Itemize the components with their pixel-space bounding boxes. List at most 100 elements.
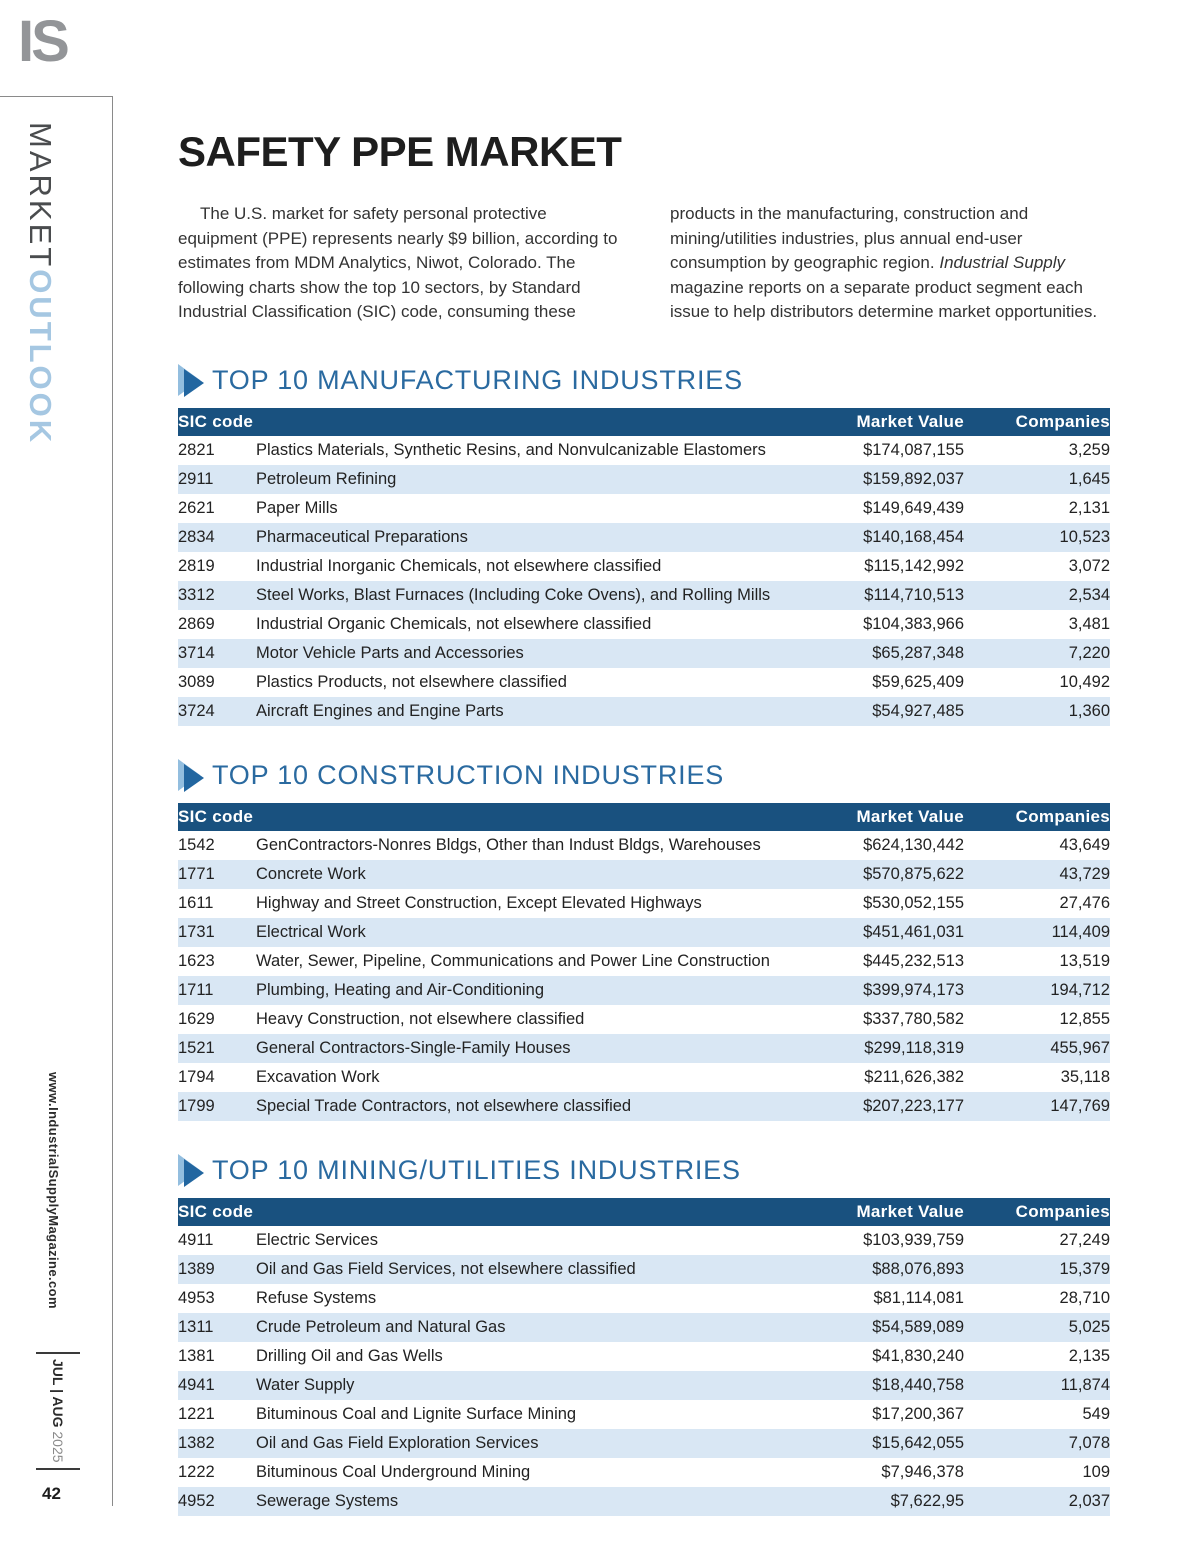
sic-cell: 1311 — [178, 1317, 214, 1336]
issue-year: 2025 — [50, 1427, 66, 1463]
value-cell: $451,461,031 — [863, 922, 964, 941]
section-title: TOP 10 MANUFACTURING INDUSTRIES — [212, 365, 743, 395]
companies-cell: 13,519 — [1059, 951, 1110, 970]
arrow-dark-triangle — [184, 368, 204, 397]
companies-cell: 35,118 — [1060, 1067, 1110, 1086]
table-row: 3089 Plastics Products, not elsewhere cla… — [178, 668, 1110, 697]
intro-column-2: products in the manufacturing, construct… — [670, 202, 1110, 325]
value-cell: $115,142,992 — [864, 556, 964, 575]
market-value-header: Market Value — [788, 407, 964, 436]
companies-cell: 194,712 — [1050, 980, 1110, 999]
intro-col2-post: magazine reports on a separate product s… — [670, 277, 1098, 322]
sic-cell: 1542 — [178, 835, 215, 854]
table-row: 2834 Pharmaceutical Preparations $140,168,… — [178, 522, 1110, 552]
table-row: 1623 Water, Sewer, Pipeline, Communicatio… — [178, 947, 1110, 976]
desc-cell: Electric Services — [256, 1230, 378, 1249]
sic-cell: 1221 — [178, 1404, 215, 1423]
vertical-divider-line — [112, 96, 113, 1506]
value-cell: $337,780,582 — [863, 1009, 964, 1028]
companies-cell: 1,360 — [1068, 701, 1110, 720]
value-cell: $114,710,513 — [864, 585, 964, 604]
companies-cell: 3,481 — [1068, 614, 1110, 633]
desc-cell: Pharmaceutical Preparations — [256, 527, 468, 546]
value-cell: $103,939,759 — [863, 1230, 964, 1249]
sic-cell: 1222 — [178, 1462, 215, 1481]
page-title: SAFETY PPE MARKET — [178, 128, 622, 175]
table-header-row: SIC code Market Value Companies — [178, 1197, 1110, 1226]
industry-table: SIC code Market Value Companies 1542 GenC… — [178, 802, 1110, 1121]
table-row: 1382 Oil and Gas Field Exploration Servic… — [178, 1428, 1110, 1458]
desc-cell: Plastics Materials, Synthetic Resins, an… — [256, 440, 766, 459]
sic-cell: 4911 — [178, 1230, 214, 1249]
value-cell: $7,946,378 — [881, 1462, 964, 1481]
table-row: 3312 Steel Works, Blast Furnaces (Includi… — [178, 580, 1110, 610]
sic-cell: 2869 — [178, 614, 215, 633]
companies-cell: 10,523 — [1059, 527, 1110, 546]
companies-cell: 147,769 — [1050, 1096, 1110, 1115]
industry-table: SIC code Market Value Companies 2821 Plas… — [178, 407, 1110, 726]
table-row: 1629 Heavy Construction, not elsewhere cl… — [178, 1005, 1110, 1034]
market-value-header: Market Value — [788, 802, 964, 831]
value-cell: $211,626,382 — [864, 1067, 964, 1086]
value-cell: $7,622,95 — [890, 1491, 964, 1510]
arrow-right-icon — [178, 758, 210, 794]
value-cell: $59,625,409 — [872, 672, 964, 691]
desc-cell: Industrial Inorganic Chemicals, not else… — [256, 556, 662, 575]
companies-cell: 3,072 — [1068, 556, 1110, 575]
intro-col2-pre: products in the manufacturing, construct… — [670, 204, 1029, 272]
sic-cell: 4941 — [178, 1375, 215, 1394]
companies-cell: 3,259 — [1068, 440, 1110, 459]
desc-cell: Crude Petroleum and Natural Gas — [256, 1317, 506, 1336]
sic-cell: 1794 — [178, 1067, 215, 1086]
sic-cell: 1389 — [178, 1259, 215, 1278]
value-cell: $174,087,155 — [863, 440, 964, 459]
sic-cell: 1711 — [178, 980, 214, 999]
companies-cell: 7,078 — [1068, 1433, 1110, 1452]
sic-cell: 1771 — [178, 864, 215, 883]
desc-cell: Drilling Oil and Gas Wells — [256, 1346, 443, 1365]
table-row: 1381 Drilling Oil and Gas Wells $41,830,24… — [178, 1342, 1110, 1371]
desc-cell: General Contractors-Single-Family Houses — [256, 1038, 571, 1057]
website-url: www.IndustrialSupplyMagazine.com — [46, 1072, 61, 1309]
companies-cell: 549 — [1082, 1404, 1110, 1423]
sic-cell: 1731 — [178, 922, 215, 941]
value-cell: $88,076,893 — [872, 1259, 964, 1278]
sic-cell: 2911 — [178, 469, 214, 488]
desc-cell: Aircraft Engines and Engine Parts — [256, 701, 504, 720]
sic-cell: 4953 — [178, 1288, 215, 1307]
section-header: TOP 10 MINING/UTILITIES INDUSTRIES — [178, 1153, 1110, 1189]
sidebar-section-title: MARKETOUTLOOK — [22, 122, 58, 445]
table-row: 3724 Aircraft Engines and Engine Parts $54… — [178, 696, 1110, 726]
companies-cell: 2,135 — [1068, 1346, 1110, 1365]
companies-cell: 43,729 — [1059, 864, 1110, 883]
sic-cell: 3724 — [178, 701, 215, 720]
value-cell: $54,589,089 — [872, 1317, 964, 1336]
desc-cell: Industrial Organic Chemicals, not elsewh… — [256, 614, 652, 633]
desc-cell: Plastics Products, not elsewhere classif… — [256, 672, 567, 691]
value-cell: $81,114,081 — [873, 1288, 964, 1307]
companies-cell: 114,409 — [1051, 922, 1110, 941]
market-value-header: Market Value — [788, 1197, 964, 1226]
section-header: TOP 10 MANUFACTURING INDUSTRIES — [178, 363, 1110, 399]
table-row: 1222 Bituminous Coal Underground Mining $7… — [178, 1458, 1110, 1487]
value-cell: $299,118,319 — [864, 1038, 964, 1057]
desc-cell: Water Supply — [256, 1375, 355, 1394]
companies-cell: 27,249 — [1059, 1230, 1110, 1249]
desc-cell: Heavy Construction, not elsewhere classi… — [256, 1009, 585, 1028]
desc-cell: Oil and Gas Field Exploration Services — [256, 1433, 539, 1452]
table-row: 2621 Paper Mills $149,649,439 2,131 — [178, 494, 1110, 523]
desc-cell: GenContractors-Nonres Bldgs, Other than … — [256, 835, 761, 854]
companies-cell: 10,492 — [1059, 672, 1110, 691]
industry-table-section: TOP 10 MINING/UTILITIES INDUSTRIES SIC c… — [178, 1153, 1110, 1516]
companies-header: Companies — [964, 407, 1110, 436]
companies-cell: 43,649 — [1059, 835, 1110, 854]
issue-date-box: JUL | AUG 2025 — [36, 1352, 80, 1470]
intro-col2-magazine-name: Industrial Supply — [939, 253, 1066, 272]
desc-cell: Bituminous Coal Underground Mining — [256, 1462, 531, 1481]
sic-code-header: SIC code — [178, 1197, 788, 1226]
issue-month: JUL | AUG — [50, 1359, 66, 1428]
table-row: 1711 Plumbing, Heating and Air-Conditioni… — [178, 975, 1110, 1005]
sic-cell: 2621 — [178, 498, 215, 517]
table-row: 1521 General Contractors-Single-Family Ho… — [178, 1033, 1110, 1063]
sic-cell: 1629 — [178, 1009, 215, 1028]
